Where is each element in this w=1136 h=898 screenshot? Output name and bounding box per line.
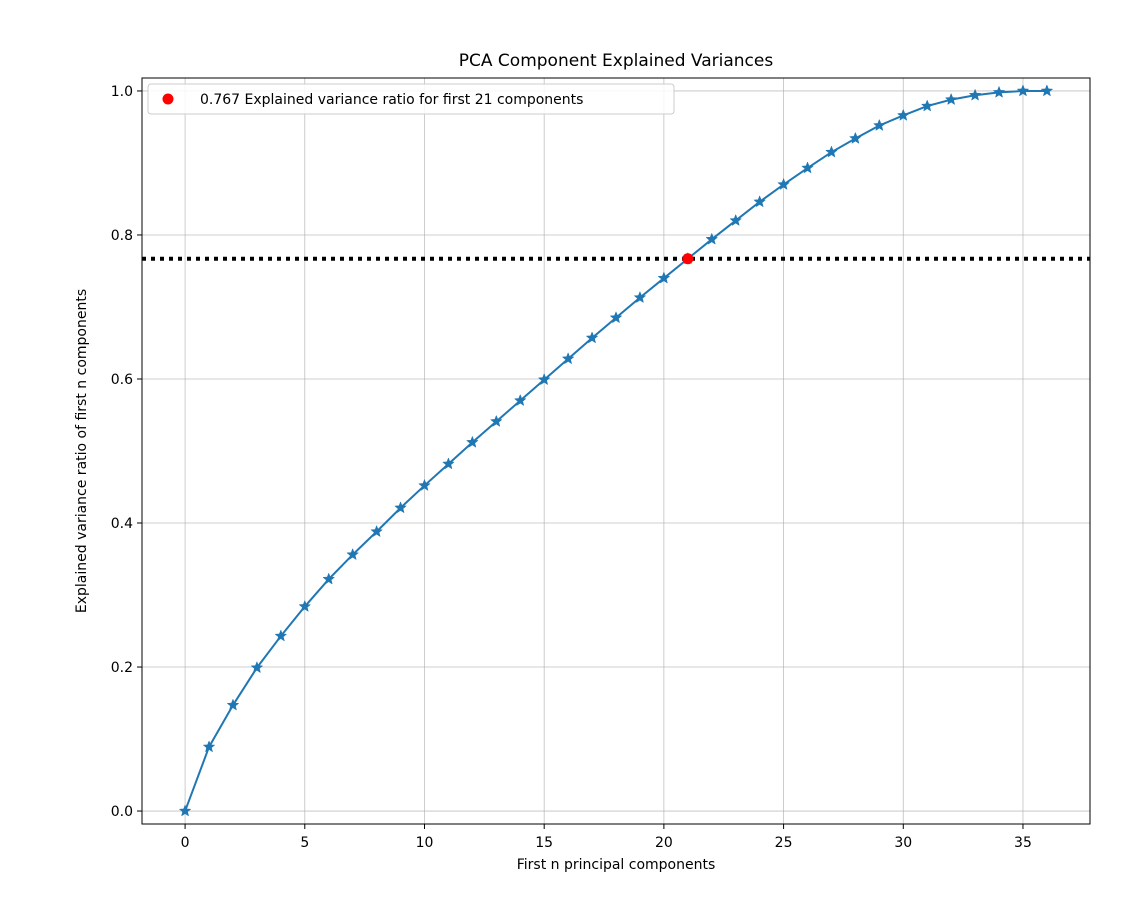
x-axis-label: First n principal components bbox=[517, 857, 716, 873]
star-marker bbox=[801, 161, 814, 174]
star-marker bbox=[705, 232, 719, 245]
star-marker bbox=[1016, 84, 1030, 97]
highlight-point bbox=[682, 253, 694, 265]
star-marker bbox=[633, 290, 647, 304]
star-marker bbox=[992, 85, 1006, 98]
star-marker bbox=[585, 331, 599, 344]
y-tick-label: 1.0 bbox=[111, 84, 133, 100]
y-tick-label: 0.6 bbox=[111, 372, 133, 388]
x-tick-label: 35 bbox=[1014, 835, 1032, 851]
x-tick-label: 15 bbox=[535, 835, 553, 851]
highlight-layer bbox=[682, 253, 694, 265]
star-marker bbox=[466, 435, 479, 448]
legend-label: 0.767 Explained variance ratio for first… bbox=[200, 92, 583, 108]
star-marker bbox=[944, 92, 958, 106]
star-marker bbox=[920, 99, 934, 112]
star-marker bbox=[609, 311, 623, 324]
x-axis-ticks: 0 5 10 15 20 25 30 35 bbox=[181, 824, 1032, 851]
star-marker bbox=[968, 88, 982, 101]
star-marker bbox=[872, 118, 886, 131]
legend: 0.767 Explained variance ratio for first… bbox=[147, 83, 675, 115]
y-tick-label: 0.2 bbox=[111, 660, 133, 676]
x-tick-label: 10 bbox=[416, 835, 434, 851]
star-marker bbox=[849, 131, 862, 144]
y-tick-label: 0.8 bbox=[111, 228, 133, 244]
x-tick-label: 20 bbox=[655, 835, 673, 851]
star-marker bbox=[178, 804, 192, 817]
star-marker bbox=[394, 501, 407, 514]
grid bbox=[142, 78, 1090, 824]
x-tick-label: 5 bbox=[300, 835, 309, 851]
star-marker bbox=[202, 740, 216, 753]
star-marker bbox=[896, 108, 910, 121]
y-tick-label: 0.4 bbox=[111, 516, 133, 532]
y-axis-ticks: 0.0 0.2 0.4 0.6 0.8 1.0 bbox=[111, 84, 142, 820]
star-marker bbox=[418, 478, 431, 491]
star-marker bbox=[489, 414, 503, 427]
x-tick-label: 0 bbox=[181, 835, 190, 851]
star-marker bbox=[753, 195, 766, 208]
star-marker bbox=[825, 145, 838, 158]
star-marker bbox=[1040, 84, 1054, 97]
star-marker bbox=[513, 393, 527, 407]
star-marker bbox=[322, 572, 336, 585]
star-marker bbox=[657, 271, 671, 284]
star-marker bbox=[226, 698, 240, 711]
plot-frame bbox=[141, 77, 1091, 825]
x-tick-label: 30 bbox=[894, 835, 912, 851]
y-axis-label: Explained variance ratio of first n comp… bbox=[74, 289, 90, 613]
star-marker bbox=[370, 524, 383, 538]
legend-box bbox=[147, 83, 675, 115]
x-tick-label: 25 bbox=[775, 835, 793, 851]
star-marker bbox=[561, 352, 575, 365]
series-line bbox=[184, 89, 1047, 812]
star-marker bbox=[442, 457, 455, 470]
legend-marker bbox=[162, 93, 174, 105]
chart-title: PCA Component Explained Variances bbox=[459, 51, 774, 71]
star-marker bbox=[250, 661, 264, 674]
star-marker bbox=[274, 629, 288, 642]
star-marker bbox=[537, 373, 551, 386]
star-marker bbox=[346, 548, 360, 561]
star-marker bbox=[777, 177, 790, 190]
star-marker bbox=[298, 599, 312, 612]
y-tick-label: 0.0 bbox=[111, 804, 133, 820]
series-layer bbox=[178, 84, 1054, 817]
star-marker bbox=[729, 213, 743, 226]
